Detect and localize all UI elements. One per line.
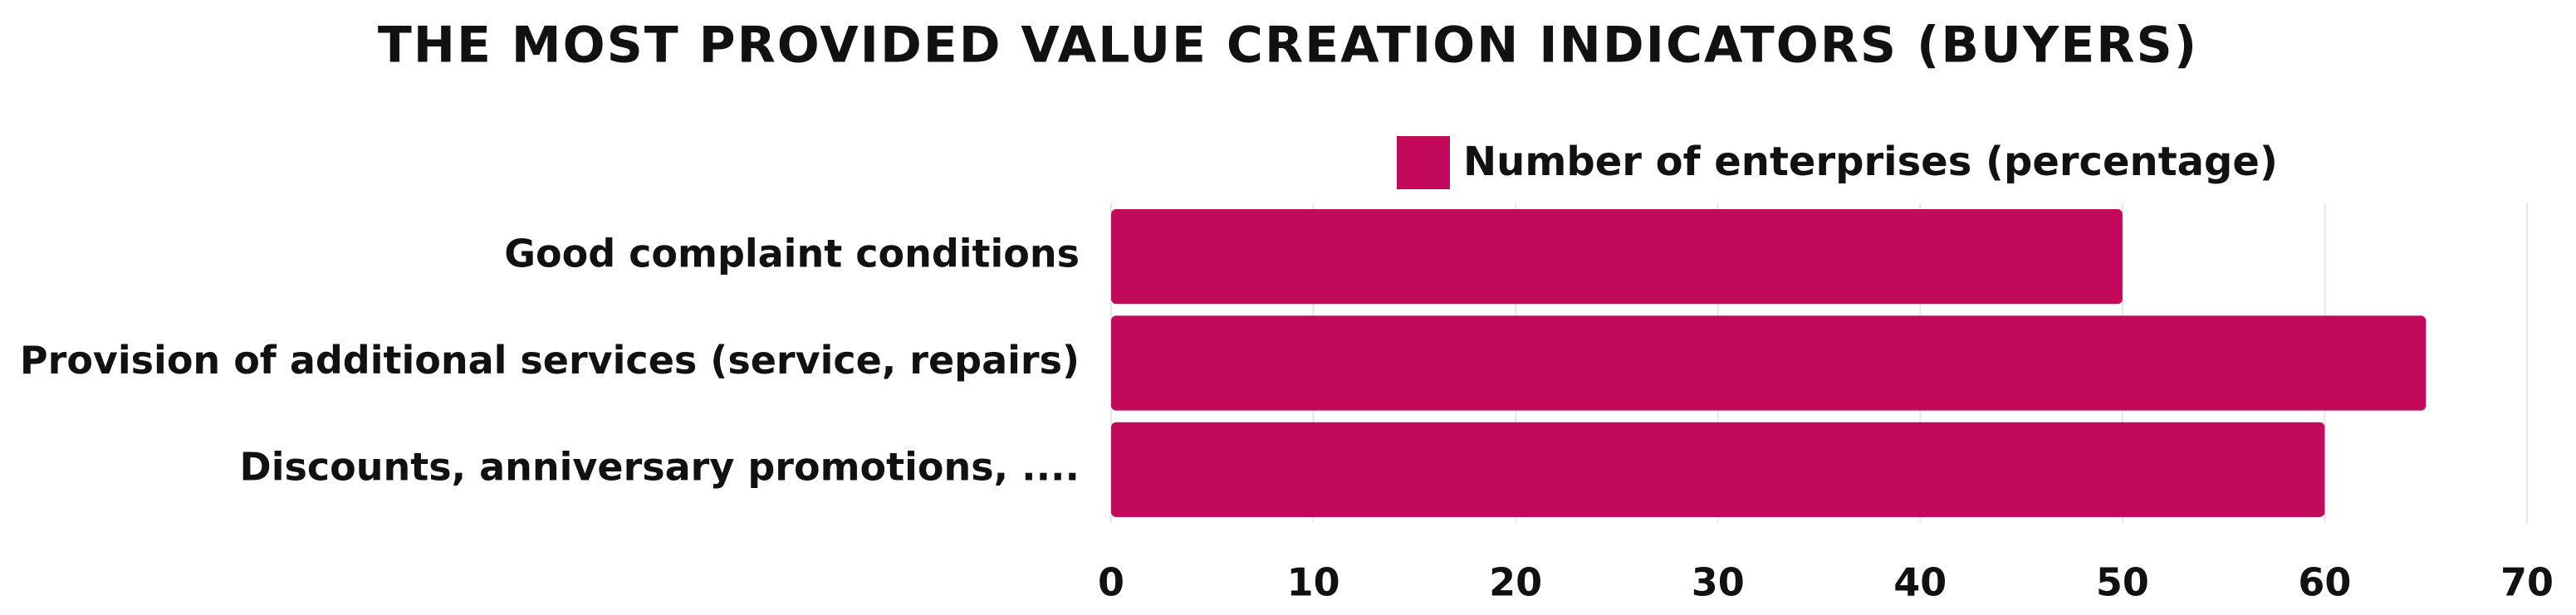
x-tick-label: 50: [2096, 560, 2149, 605]
y-tick-label: Provision of additional services (servic…: [20, 338, 1080, 383]
x-tick-label: 60: [2298, 560, 2351, 605]
x-tick-label: 70: [2500, 560, 2554, 605]
chart-title: THE MOST PROVIDED VALUE CREATION INDICAT…: [378, 17, 2198, 75]
bar: [1111, 422, 2325, 517]
x-tick-label: 0: [1098, 560, 1124, 605]
legend-label: Number of enterprises (percentage): [1463, 139, 2278, 185]
x-tick-label: 30: [1692, 560, 1745, 605]
bar: [1111, 315, 2427, 411]
bar: [1111, 209, 2123, 305]
x-tick-label: 10: [1287, 560, 1340, 605]
x-tick-label: 20: [1489, 560, 1542, 605]
y-tick-label: Discounts, anniversary promotions, ....: [240, 444, 1080, 489]
legend-swatch: [1397, 136, 1450, 189]
x-tick-label: 40: [1893, 560, 1947, 605]
y-tick-label: Good complaint conditions: [504, 232, 1080, 276]
